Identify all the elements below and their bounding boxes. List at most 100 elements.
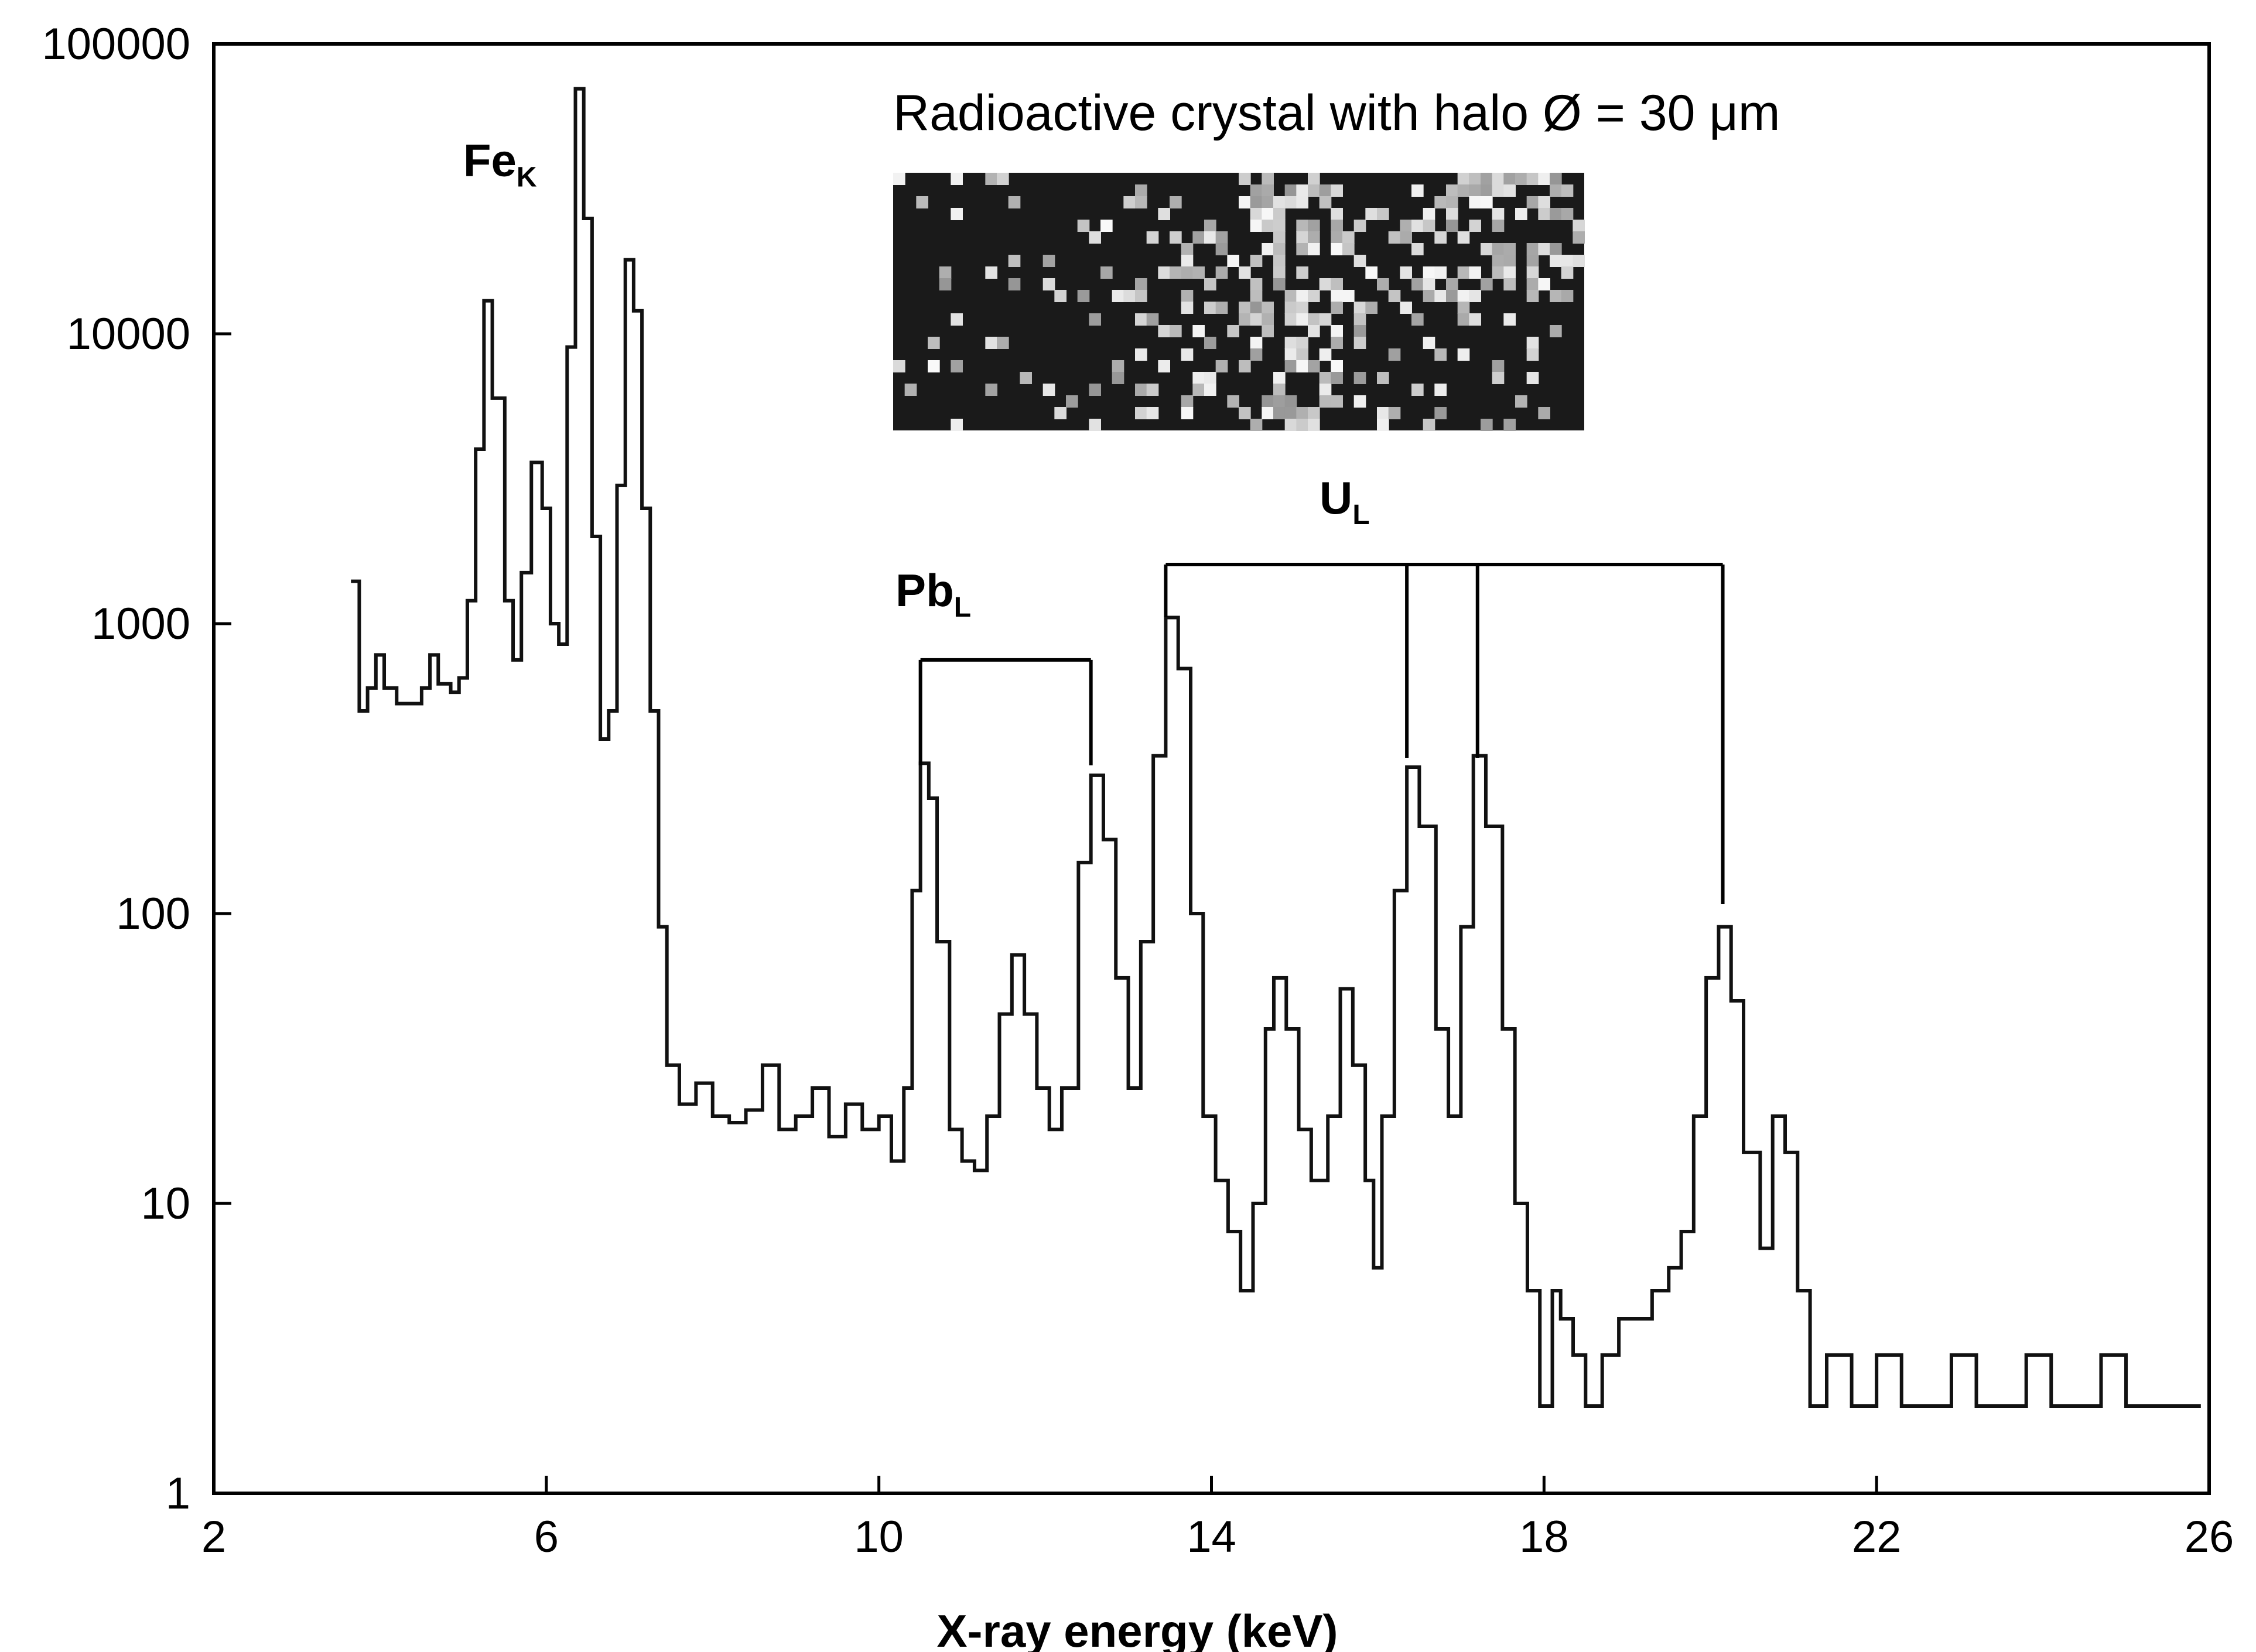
x-axis-title: X-ray energy (keV) bbox=[937, 1605, 1338, 1652]
inset-pixel bbox=[1331, 360, 1343, 372]
inset-pixel bbox=[1388, 407, 1401, 419]
inset-pixel bbox=[1377, 372, 1389, 384]
inset-pixel bbox=[1077, 220, 1090, 232]
inset-pixel bbox=[1262, 302, 1274, 314]
inset-pixel bbox=[1331, 290, 1343, 302]
inset-pixel bbox=[1446, 278, 1458, 290]
inset-pixel bbox=[1135, 196, 1147, 208]
inset-pixel bbox=[1503, 173, 1516, 185]
y-tick-label: 100 bbox=[116, 889, 190, 939]
inset-pixel bbox=[1020, 372, 1032, 384]
inset-pixel bbox=[1135, 313, 1147, 326]
inset-pixel bbox=[1308, 290, 1320, 302]
inset-pixel bbox=[1204, 302, 1216, 314]
inset-pixel bbox=[1308, 313, 1320, 326]
inset-pixel bbox=[1550, 290, 1562, 302]
inset-pixel bbox=[1089, 384, 1101, 396]
inset-pixel bbox=[1284, 407, 1297, 419]
inset-pixel bbox=[1308, 220, 1320, 232]
inset-pixel bbox=[1273, 255, 1286, 267]
inset-pixel bbox=[1481, 243, 1493, 255]
inset-pixel bbox=[1457, 290, 1470, 302]
inset-pixel bbox=[1411, 220, 1424, 232]
inset-pixel bbox=[1331, 302, 1343, 314]
inset-pixel bbox=[1158, 360, 1170, 372]
inset-pixel bbox=[1296, 243, 1308, 255]
inset-pixel bbox=[1135, 278, 1147, 290]
inset-pixel bbox=[1204, 337, 1216, 349]
inset-pixel bbox=[1434, 231, 1447, 244]
inset-pixel bbox=[1204, 278, 1216, 290]
inset-pixel bbox=[951, 173, 963, 185]
inset-pixel bbox=[1239, 302, 1251, 314]
inset-pixel bbox=[1434, 407, 1447, 419]
inset-pixel bbox=[1561, 184, 1574, 197]
inset-pixel bbox=[1469, 266, 1481, 279]
inset-pixel bbox=[1446, 184, 1458, 197]
inset-pixel bbox=[1227, 325, 1239, 337]
inset-pixel bbox=[1400, 302, 1412, 314]
inset-pixel bbox=[1284, 184, 1297, 197]
inset-pixel bbox=[1503, 266, 1516, 279]
inset-pixel bbox=[1331, 372, 1343, 384]
peak-label-subscript: L bbox=[1352, 500, 1369, 531]
inset-pixel bbox=[1112, 360, 1124, 372]
inset-pixel bbox=[1331, 208, 1343, 220]
inset-pixel bbox=[1008, 278, 1021, 290]
inset-pixel bbox=[1538, 196, 1550, 208]
inset-pixel bbox=[1434, 348, 1447, 361]
inset-pixel bbox=[1515, 173, 1527, 185]
y-tick-label: 10000 bbox=[67, 309, 190, 359]
inset-pixel bbox=[1481, 196, 1493, 208]
inset-pixel bbox=[1192, 266, 1205, 279]
inset-pixel bbox=[1526, 337, 1539, 349]
inset-pixel bbox=[1215, 360, 1228, 372]
inset-pixel bbox=[1284, 360, 1297, 372]
inset-pixel bbox=[1573, 255, 1585, 267]
inset-pixel bbox=[1008, 255, 1021, 267]
inset-pixel bbox=[1561, 266, 1574, 279]
inset-pixel bbox=[985, 173, 997, 185]
inset-pixel bbox=[1492, 360, 1505, 372]
x-tick-label: 26 bbox=[2185, 1512, 2234, 1562]
inset-pixel bbox=[928, 360, 940, 372]
y-tick-label: 100000 bbox=[42, 19, 190, 69]
inset-pixel bbox=[1377, 407, 1389, 419]
inset-pixel bbox=[1042, 278, 1055, 290]
inset-pixel bbox=[1423, 337, 1435, 349]
inset-pixel bbox=[1526, 372, 1539, 384]
inset-pixel bbox=[1388, 231, 1401, 244]
inset-pixel bbox=[1550, 255, 1562, 267]
inset-pixel bbox=[1492, 255, 1505, 267]
inset-pixel bbox=[1550, 325, 1562, 337]
x-tick-label: 10 bbox=[854, 1512, 904, 1562]
inset-pixel bbox=[1239, 407, 1251, 419]
peak-label-subscript: L bbox=[954, 592, 971, 623]
x-tick-label: 14 bbox=[1187, 1512, 1236, 1562]
inset-pixel bbox=[1503, 419, 1516, 431]
inset-pixel bbox=[1284, 337, 1297, 349]
inset-pixel bbox=[1561, 290, 1574, 302]
y-axis-ticks: 1 10 100 1000 10000 100000 bbox=[42, 19, 231, 1518]
inset-pixel bbox=[1353, 325, 1366, 337]
inset-pixel bbox=[1308, 407, 1320, 419]
inset-pixel bbox=[1273, 395, 1286, 408]
inset-pixel bbox=[1377, 208, 1389, 220]
x-axis-ticks: 2 6 10 14 18 22 26 bbox=[201, 1476, 2234, 1562]
inset-pixel bbox=[1296, 337, 1308, 349]
inset-pixel bbox=[1526, 290, 1539, 302]
inset-pixel bbox=[1526, 255, 1539, 267]
inset-pixel bbox=[1331, 184, 1343, 197]
inset-pixel bbox=[1481, 419, 1493, 431]
inset-pixel bbox=[1135, 407, 1147, 419]
inset-pixel bbox=[1112, 290, 1124, 302]
inset-pixel bbox=[1054, 290, 1067, 302]
inset-pixel bbox=[985, 337, 997, 349]
inset-pixel bbox=[1296, 302, 1308, 314]
inset-pixel bbox=[1434, 196, 1447, 208]
inset-pixel bbox=[1262, 243, 1274, 255]
inset-pixel bbox=[1423, 290, 1435, 302]
inset-pixel bbox=[1250, 184, 1263, 197]
inset-pixel bbox=[1135, 348, 1147, 361]
inset-pixel bbox=[1239, 313, 1251, 326]
